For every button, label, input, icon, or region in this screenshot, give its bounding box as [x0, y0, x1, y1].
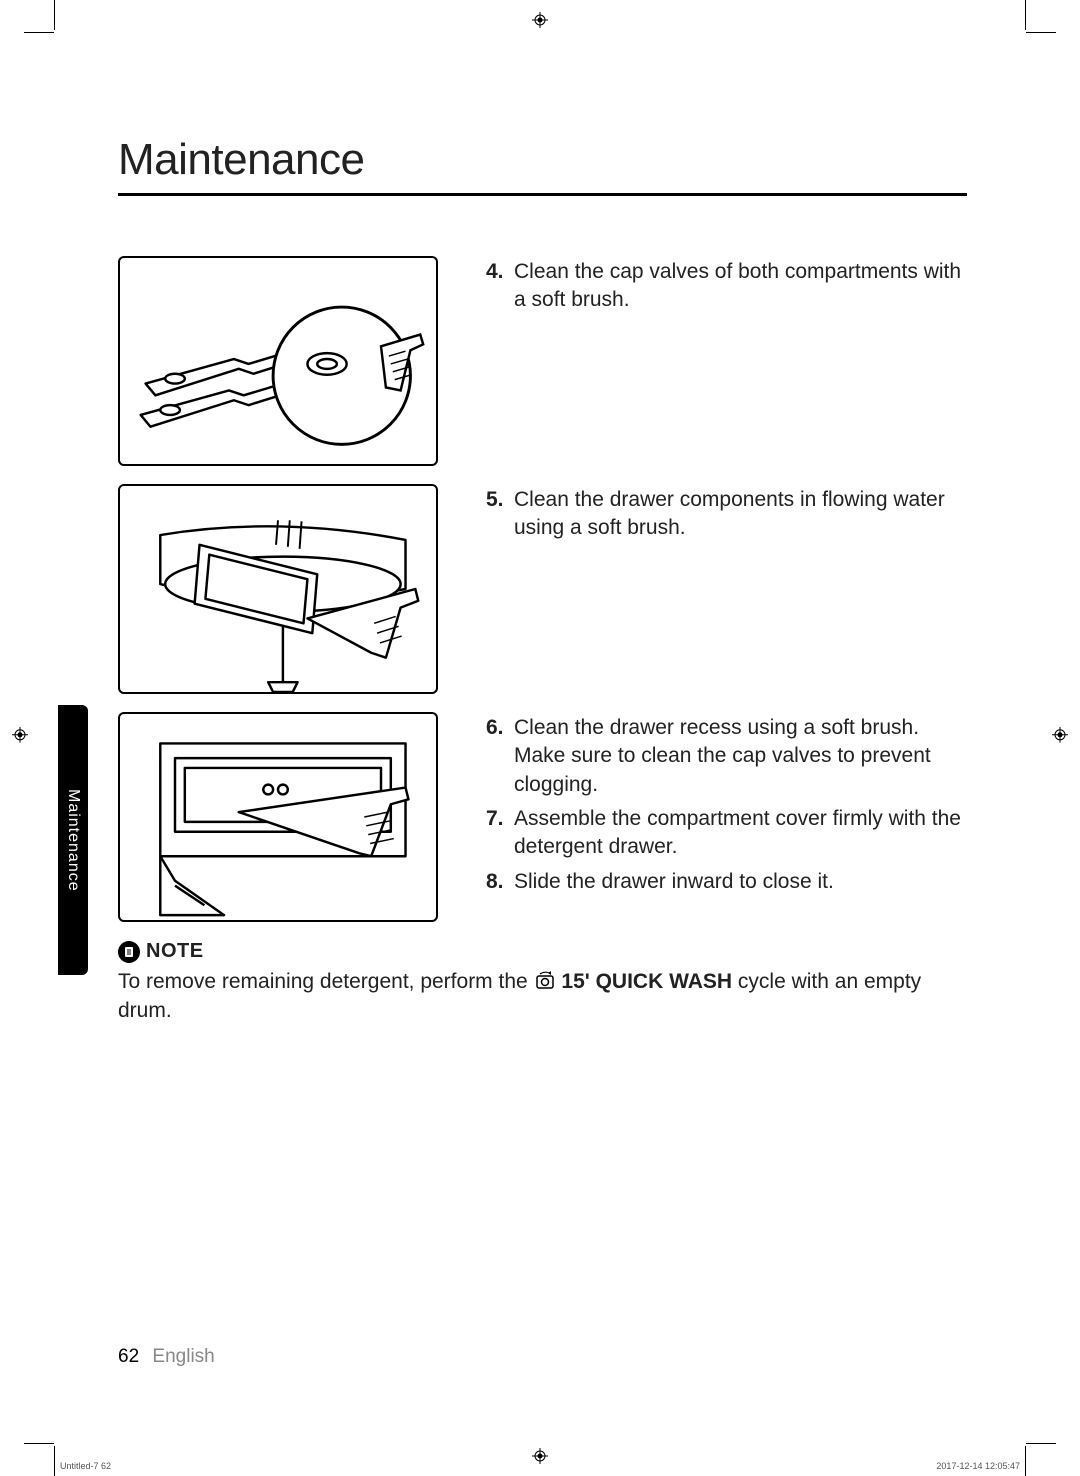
- registration-mark-icon: [532, 1448, 548, 1464]
- step-number: 5.: [486, 486, 504, 514]
- step-text: 4. Clean the cap valves of both compartme…: [486, 256, 967, 466]
- crop-mark: [24, 32, 54, 33]
- crop-mark: [54, 1446, 55, 1476]
- step-item: 4. Clean the cap valves of both compartme…: [486, 258, 967, 315]
- quick-wash-label: 15' QUICK WASH: [561, 970, 732, 993]
- step-row: 4. Clean the cap valves of both compartme…: [118, 256, 967, 466]
- illustration-drawer-components: [118, 484, 438, 694]
- crop-mark: [24, 1443, 54, 1444]
- note-icon: [118, 941, 140, 963]
- page-footer: 62 English: [118, 1346, 215, 1368]
- step-item: 8. Slide the drawer inward to close it.: [486, 868, 967, 896]
- registration-mark-icon: [12, 727, 28, 743]
- crop-mark: [54, 0, 55, 30]
- illustration-drawer-recess: [118, 712, 438, 922]
- crop-mark: [1025, 1446, 1026, 1476]
- page-frame: Maintenance: [58, 40, 1022, 1436]
- print-meta-right: 2017-12-14 12:05:47: [936, 1461, 1020, 1471]
- step-text: 5. Clean the drawer components in flowing…: [486, 484, 967, 694]
- crop-mark: [1026, 32, 1056, 33]
- page-language: English: [152, 1346, 214, 1367]
- note-prefix: To remove remaining detergent, perform t…: [118, 970, 534, 993]
- note-text: To remove remaining detergent, perform t…: [118, 967, 967, 1026]
- step-number: 8.: [486, 868, 504, 896]
- registration-mark-icon: [1052, 727, 1068, 743]
- content-area: Maintenance: [118, 135, 967, 1376]
- page-title: Maintenance: [118, 135, 967, 196]
- print-meta-left: Untitled-7 62: [60, 1461, 111, 1471]
- step-number: 7.: [486, 805, 504, 833]
- step-body: Clean the drawer recess using a soft bru…: [514, 716, 931, 796]
- note-label: NOTE: [146, 940, 204, 963]
- step-body: Clean the drawer components in flowing w…: [514, 488, 945, 539]
- step-body: Clean the cap valves of both compartment…: [514, 260, 961, 311]
- step-body: Slide the drawer inward to close it.: [514, 870, 834, 893]
- step-text: 6. Clean the drawer recess using a soft b…: [486, 712, 967, 922]
- quick-wash-icon: [534, 969, 556, 989]
- step-item: 5. Clean the drawer components in flowing…: [486, 486, 967, 543]
- side-tab: Maintenance: [58, 705, 88, 975]
- registration-mark-icon: [532, 12, 548, 28]
- crop-mark: [1025, 0, 1026, 30]
- crop-mark: [1026, 1443, 1056, 1444]
- step-item: 6. Clean the drawer recess using a soft b…: [486, 714, 967, 799]
- side-tab-label: Maintenance: [64, 789, 82, 892]
- step-row: 5. Clean the drawer components in flowing…: [118, 484, 967, 694]
- page-number: 62: [118, 1346, 139, 1367]
- note-header: NOTE: [118, 940, 967, 963]
- step-item: 7. Assemble the compartment cover firmly …: [486, 805, 967, 862]
- step-body: Assemble the compartment cover firmly wi…: [514, 807, 961, 858]
- note-section: NOTE To remove remaining detergent, perf…: [118, 940, 967, 1026]
- step-row: 6. Clean the drawer recess using a soft b…: [118, 712, 967, 922]
- step-number: 6.: [486, 714, 504, 742]
- step-number: 4.: [486, 258, 504, 286]
- illustration-cap-valves: [118, 256, 438, 466]
